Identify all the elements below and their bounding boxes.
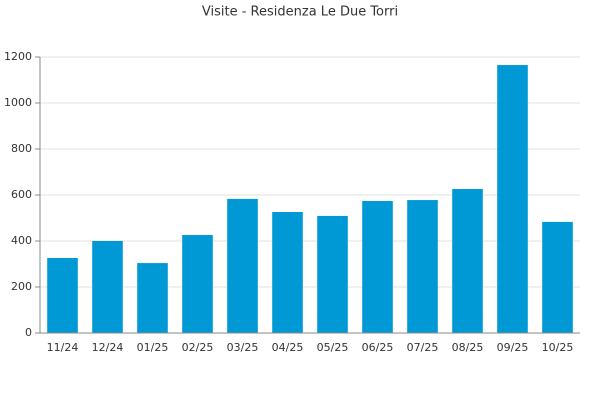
x-tick-label: 05/25	[317, 341, 349, 354]
x-tick-label: 03/25	[227, 341, 259, 354]
y-tick-label: 0	[25, 326, 32, 339]
x-tick-label: 07/25	[407, 341, 439, 354]
bar	[227, 198, 258, 333]
bar	[272, 212, 303, 333]
bar	[407, 200, 438, 333]
y-tick-label: 1200	[4, 50, 32, 63]
x-tick-label: 11/24	[47, 341, 79, 354]
y-tick-label: 1000	[4, 96, 32, 109]
chart-title: Visite - Residenza Le Due Torri	[202, 5, 398, 20]
x-tick-label: 08/25	[452, 341, 484, 354]
bar	[542, 221, 573, 333]
x-tick-label: 06/25	[362, 341, 394, 354]
x-tick-label: 09/25	[497, 341, 529, 354]
x-tick-label: 12/24	[92, 341, 124, 354]
x-tick-label: 02/25	[182, 341, 214, 354]
y-tick-label: 400	[11, 234, 32, 247]
bar	[137, 263, 168, 333]
bar	[47, 258, 78, 333]
x-tick-label: 04/25	[272, 341, 304, 354]
y-tick-label: 200	[11, 280, 32, 293]
x-tick-label: 10/25	[542, 341, 574, 354]
bar	[92, 241, 123, 333]
bar	[317, 215, 348, 333]
bar	[452, 189, 483, 333]
bar	[497, 65, 528, 334]
y-tick-label: 600	[11, 188, 32, 201]
bar	[182, 235, 213, 333]
x-tick-label: 01/25	[137, 341, 169, 354]
bar	[362, 200, 393, 333]
y-tick-label: 800	[11, 142, 32, 155]
